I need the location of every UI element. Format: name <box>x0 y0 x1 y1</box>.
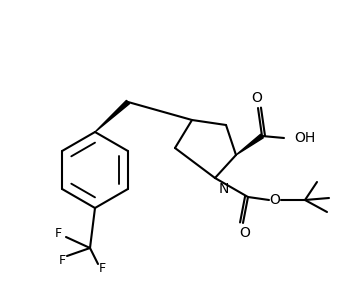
Text: N: N <box>219 182 229 196</box>
Text: F: F <box>58 253 66 266</box>
Text: F: F <box>54 226 62 239</box>
Polygon shape <box>95 100 130 132</box>
Text: O: O <box>252 91 262 105</box>
Text: O: O <box>270 193 280 207</box>
Polygon shape <box>236 134 263 155</box>
Text: F: F <box>98 261 106 274</box>
Text: O: O <box>240 226 251 240</box>
Text: OH: OH <box>294 131 315 145</box>
